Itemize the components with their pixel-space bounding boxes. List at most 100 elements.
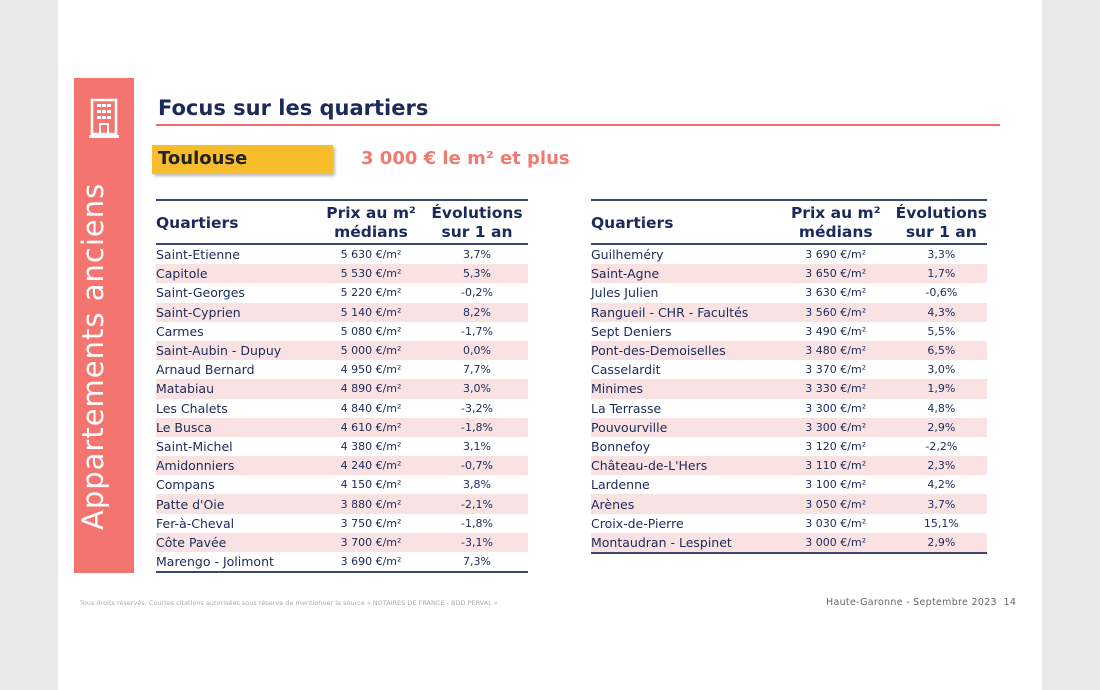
- yearly-change: -0,2%: [461, 286, 493, 300]
- table-row: Saint-Cyprien 5 140 €/m² 8,2%: [156, 302, 528, 322]
- median-price: 4 950 €/m²: [340, 363, 402, 377]
- quartier-name: Matabiau: [156, 379, 316, 399]
- quartier-name: Capitole: [156, 264, 316, 284]
- median-price: 5 530 €/m²: [316, 264, 426, 284]
- quartier-name: Marengo - Jolimont: [156, 552, 316, 574]
- table-row: Lardenne 3 100 €/m² 4,2%: [591, 475, 987, 494]
- yearly-change: 3,7%: [895, 494, 987, 514]
- yearly-change: 1,7%: [895, 264, 987, 284]
- median-price: 4 840 €/m²: [340, 401, 402, 415]
- quartier-name: Guilheméry: [591, 247, 664, 263]
- quartier-name: Croix-de-Pierre: [591, 515, 684, 531]
- median-price: 3 690 €/m²: [316, 552, 426, 574]
- quartier-name: Arènes: [591, 494, 776, 514]
- table-row: Guilheméry 3 690 €/m² 3,3%: [591, 244, 987, 264]
- table-row: Amidonniers 4 240 €/m² -0,7%: [156, 456, 528, 476]
- quartier-name: Saint-Georges: [156, 285, 245, 301]
- header-quartiers: Quartiers: [156, 199, 316, 245]
- median-price: 3 370 €/m²: [805, 363, 867, 377]
- quartier-name: Arnaud Bernard: [156, 362, 255, 378]
- quartier-name: Carmes: [156, 323, 204, 339]
- table-row: Saint-Michel 4 380 €/m² 3,1%: [156, 437, 528, 456]
- table-row: Saint-Aubin - Dupuy 5 000 €/m² 0,0%: [156, 340, 528, 361]
- table-row: Arènes 3 050 €/m² 3,7%: [591, 494, 987, 514]
- table-row: Pouvourville 3 300 €/m² 2,9%: [591, 417, 987, 437]
- table-row: Arnaud Bernard 4 950 €/m² 7,7%: [156, 360, 528, 379]
- median-price: 3 480 €/m²: [775, 340, 896, 361]
- header-evolutions: Évolutions sur 1 an: [426, 199, 528, 245]
- yearly-change: 6,5%: [895, 340, 987, 361]
- copyright-notice: Tous droits réservés. Courtes citations …: [80, 599, 500, 607]
- yearly-change: 1,9%: [895, 379, 987, 399]
- page-title: Focus sur les quartiers: [158, 96, 429, 120]
- table-row: Rangueil - CHR - Facultés 3 560 €/m² 4,3%: [591, 302, 987, 322]
- yearly-change: 3,0%: [426, 379, 528, 399]
- yearly-change: 3,1%: [463, 439, 491, 453]
- quartier-name: La Terrasse: [591, 400, 662, 416]
- median-price: 5 080 €/m²: [340, 324, 402, 338]
- yearly-change: -3,1%: [426, 532, 528, 552]
- quartier-name: Château-de-L'Hers: [591, 456, 776, 476]
- table-row: Les Chalets 4 840 €/m² -3,2%: [156, 399, 528, 418]
- quartier-name: Sept Deniers: [591, 323, 672, 339]
- median-price: 4 150 €/m²: [340, 478, 402, 492]
- yearly-change: -2,2%: [925, 439, 958, 453]
- median-price: 3 110 €/m²: [775, 456, 896, 476]
- table-row: Jules Julien 3 630 €/m² -0,6%: [591, 283, 987, 302]
- table-row: Saint-Agne 3 650 €/m² 1,7%: [591, 264, 987, 284]
- table-row: Minimes 3 330 €/m² 1,9%: [591, 379, 987, 399]
- yearly-change: 7,3%: [426, 552, 528, 574]
- header-evolutions: Évolutions sur 1 an: [895, 199, 987, 245]
- yearly-change: 5,5%: [927, 324, 956, 338]
- median-price: 3 300 €/m²: [775, 417, 896, 437]
- yearly-change: 5,3%: [426, 264, 528, 284]
- yearly-change: 3,8%: [463, 478, 491, 492]
- building-icon: [89, 98, 119, 138]
- quartier-name: Pouvourville: [591, 417, 776, 437]
- table-row: Capitole 5 530 €/m² 5,3%: [156, 264, 528, 284]
- quartier-name: Jules Julien: [591, 285, 659, 301]
- right-table: Quartiers Prix au m² médians Évolutions su…: [591, 199, 987, 555]
- page-number: 14: [1003, 597, 1017, 608]
- yearly-change: -1,8%: [426, 417, 528, 437]
- median-price: 3 650 €/m²: [775, 264, 896, 284]
- table-row: Sept Deniers 3 490 €/m² 5,5%: [591, 322, 987, 341]
- quartier-name: Côte Pavée: [156, 532, 316, 552]
- quartier-name: Les Chalets: [156, 400, 228, 416]
- median-price: 3 300 €/m²: [805, 401, 867, 415]
- price-range-subtitle: 3 000 € le m² et plus: [361, 148, 570, 169]
- yearly-change: 3,0%: [927, 363, 956, 377]
- median-price: 5 000 €/m²: [316, 340, 426, 361]
- table-row: Saint-Etienne 5 630 €/m² 3,7%: [156, 244, 528, 264]
- quartier-name: Patte d'Oie: [156, 494, 316, 514]
- median-price: 5 630 €/m²: [340, 248, 402, 262]
- yearly-change: 8,2%: [426, 302, 528, 322]
- yearly-change: -1,8%: [461, 516, 493, 530]
- sidebar-label: Appartements anciens: [76, 182, 110, 530]
- median-price: 3 880 €/m²: [316, 494, 426, 514]
- city-label: Toulouse: [158, 148, 248, 169]
- table-row: Casselardit 3 370 €/m² 3,0%: [591, 360, 987, 379]
- table-row: Le Busca 4 610 €/m² -1,8%: [156, 417, 528, 437]
- median-price: 3 490 €/m²: [805, 324, 867, 338]
- median-price: 3 050 €/m²: [775, 494, 896, 514]
- yearly-change: 4,8%: [927, 401, 956, 415]
- yearly-change: -3,2%: [461, 401, 493, 415]
- yearly-change: 2,3%: [895, 456, 987, 476]
- quartier-name: Amidonniers: [156, 456, 316, 476]
- table-row: Château-de-L'Hers 3 110 €/m² 2,3%: [591, 456, 987, 476]
- quartier-name: Rangueil - CHR - Facultés: [591, 302, 776, 322]
- table-row: Saint-Georges 5 220 €/m² -0,2%: [156, 283, 528, 302]
- median-price: 4 890 €/m²: [316, 379, 426, 399]
- quartier-name: Saint-Michel: [156, 438, 233, 454]
- table-row: Montaudran - Lespinet 3 000 €/m² 2,9%: [591, 532, 987, 555]
- table-row: Fer-à-Cheval 3 750 €/m² -1,8%: [156, 514, 528, 533]
- median-price: 3 100 €/m²: [805, 478, 867, 492]
- quartier-name: Fer-à-Cheval: [156, 515, 235, 531]
- city-badge: Toulouse: [152, 145, 333, 174]
- quartier-name: Le Busca: [156, 417, 316, 437]
- table-row: Carmes 5 080 €/m² -1,7%: [156, 322, 528, 341]
- table-row: Croix-de-Pierre 3 030 €/m² 15,1%: [591, 514, 987, 533]
- sidebar-band: [74, 78, 134, 573]
- median-price: 3 330 €/m²: [775, 379, 896, 399]
